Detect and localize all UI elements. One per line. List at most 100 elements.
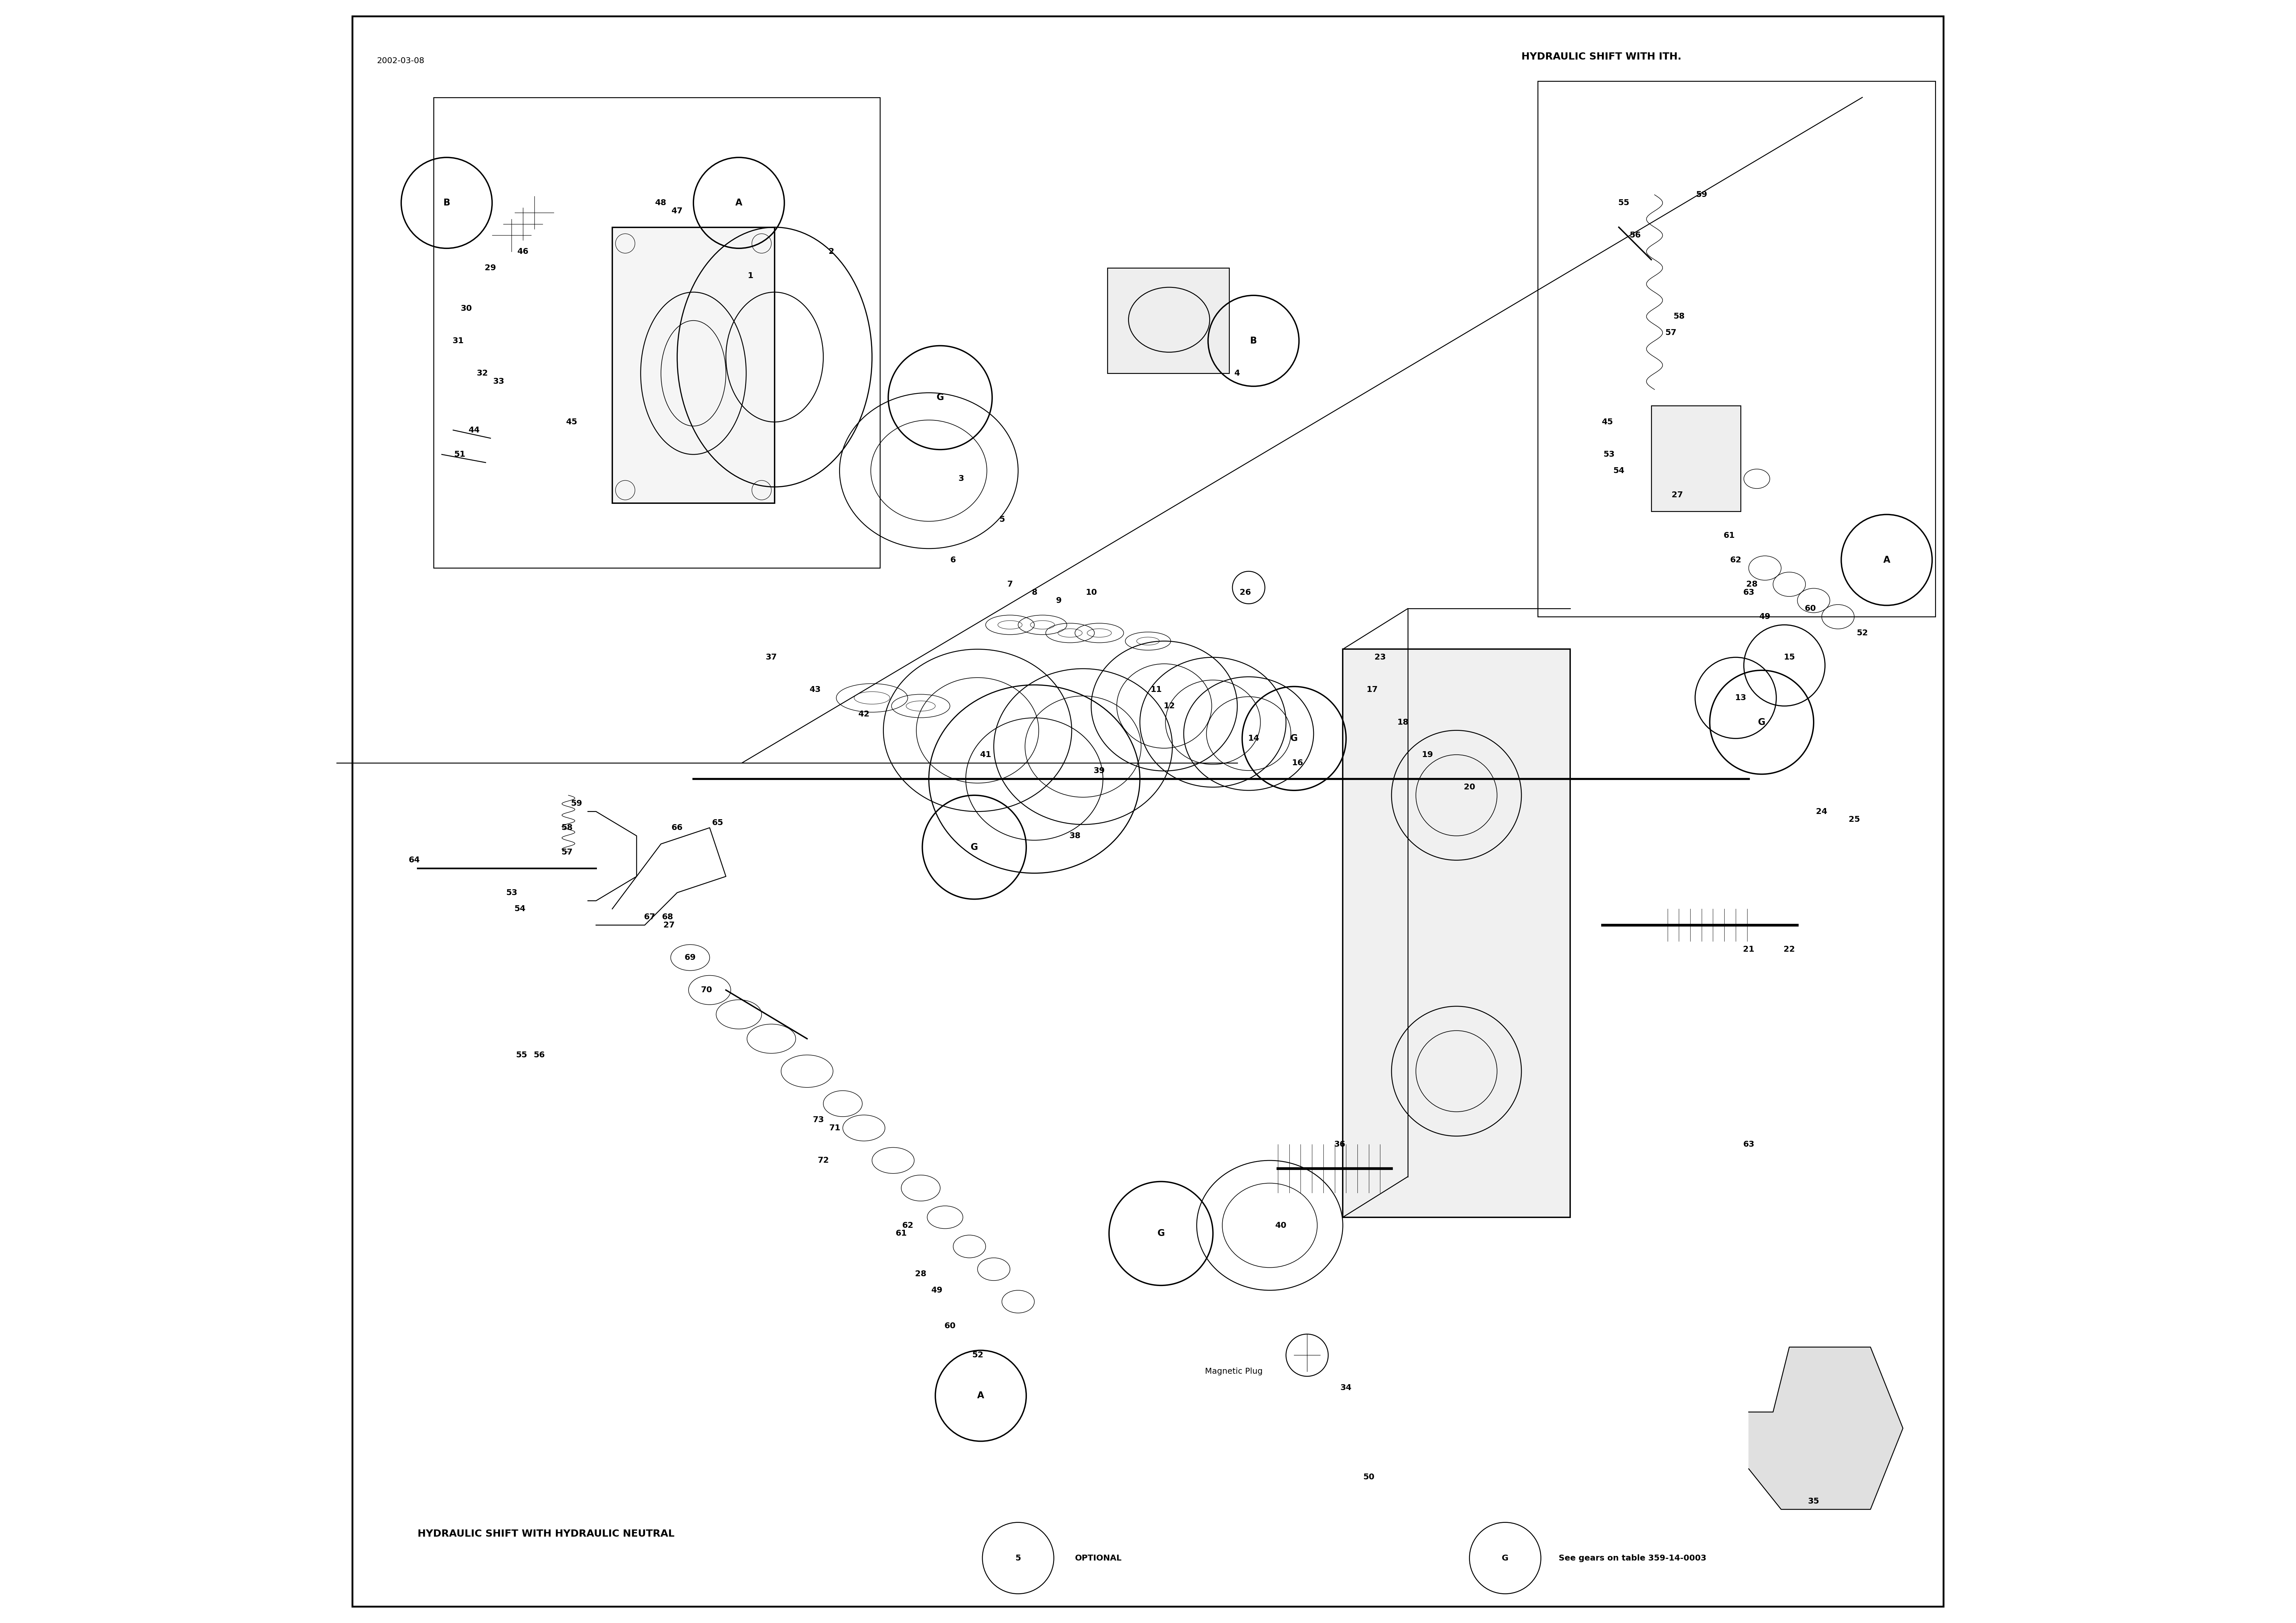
Text: 24: 24 (1816, 808, 1828, 815)
Text: 23: 23 (1375, 654, 1387, 661)
Text: 60: 60 (944, 1323, 955, 1329)
Text: 46: 46 (517, 248, 528, 255)
Text: 14: 14 (1247, 735, 1258, 742)
Text: G: G (1157, 1229, 1164, 1238)
Text: G: G (1759, 717, 1766, 727)
Text: 12: 12 (1164, 703, 1176, 709)
Text: 34: 34 (1341, 1384, 1352, 1391)
Text: A: A (978, 1391, 985, 1401)
Text: 20: 20 (1465, 784, 1474, 790)
Text: 8: 8 (1031, 589, 1038, 596)
Text: 64: 64 (409, 857, 420, 863)
Text: 63: 63 (1743, 1141, 1754, 1147)
Text: 30: 30 (461, 305, 473, 312)
Text: 51: 51 (455, 451, 466, 458)
Text: OPTIONAL: OPTIONAL (1075, 1555, 1123, 1561)
Text: G: G (971, 842, 978, 852)
Text: 16: 16 (1293, 760, 1304, 766)
Text: 10: 10 (1086, 589, 1097, 596)
Text: 43: 43 (810, 687, 822, 693)
Text: 66: 66 (670, 824, 682, 831)
Text: 73: 73 (813, 1117, 824, 1123)
FancyBboxPatch shape (1651, 406, 1740, 511)
Text: 41: 41 (980, 751, 992, 758)
Text: A: A (1883, 555, 1890, 565)
Text: 52: 52 (971, 1352, 983, 1358)
Text: 61: 61 (895, 1230, 907, 1237)
Text: 57: 57 (560, 849, 572, 855)
Text: 44: 44 (468, 427, 480, 433)
Text: 48: 48 (654, 200, 666, 206)
Text: 36: 36 (1334, 1141, 1345, 1147)
Text: 62: 62 (902, 1222, 914, 1229)
Text: Magnetic Plug: Magnetic Plug (1205, 1368, 1263, 1375)
Text: 2: 2 (829, 248, 833, 255)
Text: 38: 38 (1070, 833, 1081, 839)
Text: G: G (1502, 1555, 1508, 1561)
Text: 65: 65 (712, 820, 723, 826)
Text: 53: 53 (505, 889, 517, 896)
Text: 35: 35 (1807, 1498, 1818, 1505)
Text: B: B (443, 198, 450, 208)
Text: 32: 32 (478, 370, 489, 377)
Text: 72: 72 (817, 1157, 829, 1164)
Text: 54: 54 (1614, 467, 1626, 474)
Text: 55: 55 (1619, 200, 1630, 206)
Text: 58: 58 (560, 824, 572, 831)
Text: 15: 15 (1784, 654, 1795, 661)
Text: 45: 45 (567, 419, 576, 425)
Text: 37: 37 (765, 654, 776, 661)
Text: 1: 1 (748, 273, 753, 279)
Text: 19: 19 (1421, 751, 1433, 758)
Text: 17: 17 (1366, 687, 1378, 693)
Text: 5: 5 (1015, 1555, 1022, 1561)
Text: G: G (937, 393, 944, 403)
Bar (434, 97, 879, 568)
Text: 42: 42 (859, 711, 870, 717)
Text: 59: 59 (572, 800, 583, 807)
Text: 59: 59 (1697, 192, 1708, 198)
Polygon shape (1750, 1347, 1903, 1509)
Text: 31: 31 (452, 338, 464, 344)
Text: 9: 9 (1056, 597, 1061, 604)
Text: 63: 63 (1743, 589, 1754, 596)
Text: 26: 26 (1240, 589, 1251, 596)
Text: 47: 47 (670, 208, 682, 214)
Text: 27: 27 (664, 922, 675, 928)
Text: 11: 11 (1150, 687, 1162, 693)
Text: 56: 56 (533, 1052, 544, 1058)
Text: 39: 39 (1093, 768, 1104, 774)
Text: 40: 40 (1274, 1222, 1286, 1229)
Text: 25: 25 (1848, 816, 1860, 823)
Text: HYDRAULIC SHIFT WITH ITH.: HYDRAULIC SHIFT WITH ITH. (1522, 52, 1681, 62)
Text: 3: 3 (957, 476, 964, 482)
Text: 45: 45 (1603, 419, 1614, 425)
Text: HYDRAULIC SHIFT WITH HYDRAULIC NEUTRAL: HYDRAULIC SHIFT WITH HYDRAULIC NEUTRAL (418, 1529, 675, 1539)
Text: 28: 28 (916, 1271, 925, 1277)
Text: 68: 68 (661, 914, 673, 920)
Text: 28: 28 (1747, 581, 1759, 588)
Text: 33: 33 (494, 378, 505, 385)
Text: 69: 69 (684, 954, 696, 961)
Bar (1538, 81, 1936, 617)
Text: 57: 57 (1665, 329, 1676, 336)
FancyBboxPatch shape (1343, 649, 1570, 1217)
Text: B: B (1249, 336, 1256, 346)
Text: 29: 29 (484, 265, 496, 271)
Text: 27: 27 (1671, 492, 1683, 498)
Text: 67: 67 (643, 914, 654, 920)
Text: 60: 60 (1805, 605, 1816, 612)
Text: 7: 7 (1008, 581, 1013, 588)
Text: 62: 62 (1729, 557, 1740, 563)
FancyBboxPatch shape (1107, 268, 1228, 373)
Text: 53: 53 (1603, 451, 1614, 458)
Text: 6: 6 (951, 557, 955, 563)
FancyBboxPatch shape (613, 227, 774, 503)
Text: 50: 50 (1364, 1474, 1375, 1480)
Text: A: A (735, 198, 742, 208)
Text: 55: 55 (517, 1052, 528, 1058)
Text: 4: 4 (1235, 370, 1240, 377)
Text: 70: 70 (700, 987, 712, 993)
Text: 2002-03-08: 2002-03-08 (377, 57, 425, 65)
Text: 71: 71 (829, 1125, 840, 1131)
